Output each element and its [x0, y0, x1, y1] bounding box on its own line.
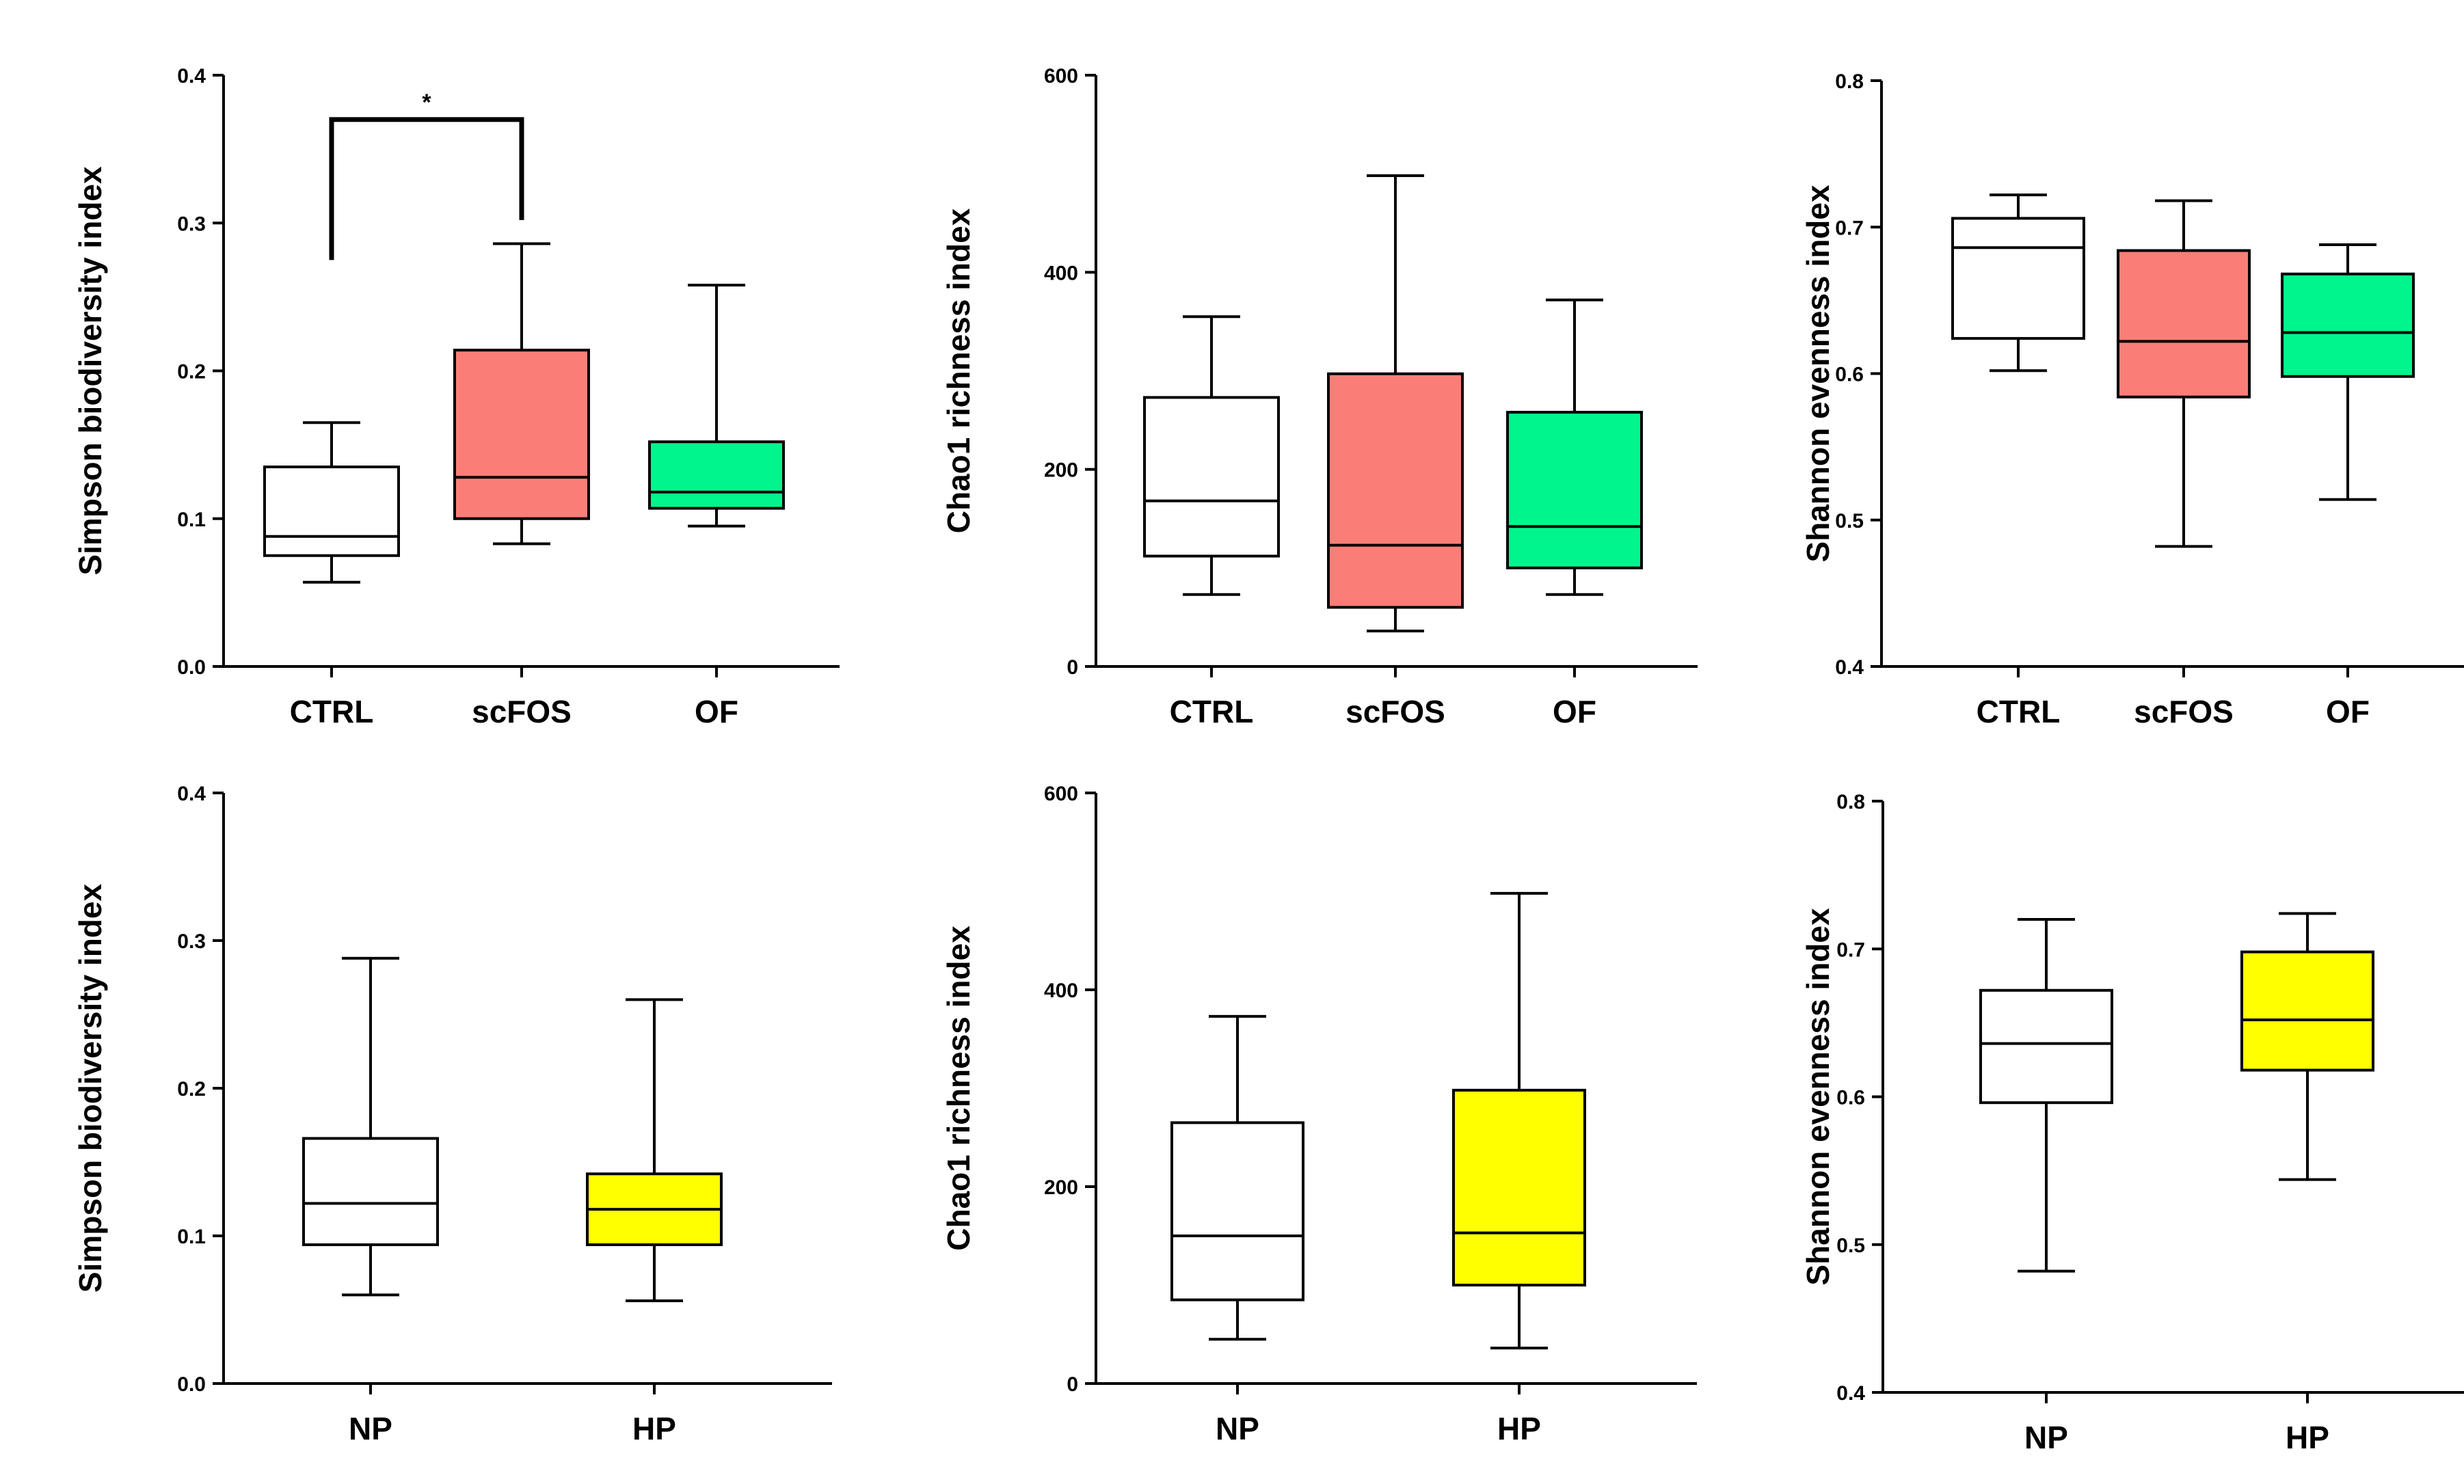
- y-axis-title: Chao1 richness index: [941, 208, 976, 533]
- bracket-line: [329, 117, 524, 260]
- iqr-box: [2281, 272, 2415, 378]
- box-scfos: scFOS: [1327, 174, 1464, 729]
- box-np: NP: [1170, 1014, 1304, 1446]
- y-axis-title: Chao1 richness index: [941, 926, 976, 1251]
- y-tick-label: 200: [1044, 459, 1078, 482]
- box-ctrl: CTRL: [1143, 315, 1280, 729]
- iqr-box: [1452, 1088, 1586, 1286]
- x-tick-label: OF: [1553, 694, 1596, 729]
- iqr-box: [1979, 988, 2113, 1105]
- iqr-box: [2117, 249, 2251, 399]
- y-tick-label: 0.0: [177, 1373, 206, 1396]
- y-tick-label: 0.7: [1836, 939, 1865, 961]
- x-tick-label: scFOS: [472, 694, 572, 729]
- y-tick-label: 0.3: [177, 213, 206, 235]
- iqr-box: [263, 466, 400, 557]
- y-tick-label: 0.8: [1836, 791, 1865, 813]
- iqr-box: [302, 1137, 439, 1246]
- y-tick-label: 0.5: [1835, 510, 1864, 532]
- y-tick-label: 0.1: [177, 509, 206, 531]
- y-tick-label: 0.8: [1835, 70, 1864, 93]
- chart-panel-3: 0.4 0.5 0.6 0.7 0.8 Shannon evenness index CTR…: [1800, 70, 2464, 729]
- y-tick-label: 0: [1067, 1373, 1078, 1396]
- y-tick-label: 600: [1044, 65, 1078, 87]
- box-hp: HP: [2240, 912, 2374, 1455]
- chart-panel-4: 0.0 0.1 0.2 0.3 0.4 Simpson biodiversity inde…: [72, 783, 832, 1446]
- y-axis-title: Simpson biodiversity index: [72, 884, 108, 1293]
- y-tick-label: 0: [1067, 656, 1078, 679]
- significance-star: *: [422, 90, 431, 116]
- x-tick-label: scFOS: [1345, 694, 1445, 729]
- x-tick-label: scFOS: [2134, 694, 2234, 729]
- y-tick-label: 0.2: [177, 361, 206, 383]
- box-scfos: scFOS: [2117, 199, 2251, 729]
- box-hp: HP: [1452, 891, 1586, 1446]
- iqr-box: [1170, 1121, 1304, 1301]
- x-tick-label: CTRL: [1977, 694, 2061, 729]
- iqr-box: [1506, 411, 1643, 569]
- y-tick-label: 0.3: [177, 930, 206, 953]
- y-axis-title: Shannon evenness index: [1800, 908, 1836, 1286]
- y-tick-label: 400: [1044, 980, 1078, 1002]
- y-axis-title: Simpson biodiversity index: [72, 166, 108, 576]
- chart-panel-6: 0.4 0.5 0.6 0.7 0.8 Shannon evenness index NP H…: [1800, 791, 2464, 1455]
- y-tick-label: 0.2: [177, 1078, 206, 1101]
- box-of: OF: [1506, 298, 1643, 729]
- iqr-box: [1951, 217, 2085, 340]
- x-tick-label: NP: [1216, 1411, 1259, 1446]
- y-tick-label: 0.4: [177, 65, 206, 87]
- iqr-box: [648, 440, 785, 510]
- y-tick-label: 0.4: [177, 783, 206, 805]
- y-tick-label: 600: [1044, 783, 1078, 805]
- y-tick-label: 0.6: [1836, 1087, 1865, 1109]
- x-tick-label: HP: [632, 1411, 676, 1446]
- y-tick-label: 0.7: [1835, 217, 1864, 239]
- y-axis-title: Shannon evenness index: [1800, 185, 1836, 563]
- box-of: OF: [2281, 243, 2415, 729]
- x-tick-label: CTRL: [1170, 694, 1254, 729]
- y-tick-label: 0.6: [1835, 364, 1864, 386]
- x-tick-label: CTRL: [290, 694, 374, 729]
- iqr-box: [1327, 372, 1464, 609]
- y-tick-label: 400: [1044, 262, 1078, 284]
- iqr-box: [453, 349, 590, 520]
- y-tick-label: 200: [1044, 1176, 1078, 1199]
- y-tick-label: 0.4: [1836, 1382, 1865, 1405]
- box-ctrl: CTRL: [263, 421, 400, 729]
- iqr-box: [1143, 396, 1280, 558]
- iqr-box: [2240, 950, 2374, 1072]
- box-np: NP: [302, 956, 439, 1446]
- y-tick-label: 0.4: [1835, 656, 1864, 679]
- box-scfos: scFOS: [453, 242, 590, 729]
- box-ctrl: CTRL: [1951, 193, 2085, 729]
- x-tick-label: NP: [349, 1411, 392, 1446]
- y-tick-label: 0.5: [1836, 1235, 1865, 1257]
- chart-panel-2: 0 200 400 600 Chao1 richness index CTRL scFOS O…: [941, 65, 1698, 729]
- significance-bracket: *: [329, 90, 524, 260]
- x-tick-label: OF: [2326, 694, 2370, 729]
- x-tick-label: HP: [2286, 1420, 2329, 1455]
- chart-panel-1: 0.0 0.1 0.2 0.3 0.4 Simpson biodiversity inde…: [72, 65, 840, 729]
- box-of: OF: [648, 284, 785, 729]
- x-tick-label: HP: [1497, 1411, 1541, 1446]
- y-tick-label: 0.1: [177, 1226, 206, 1248]
- chart-panel-5: 0 200 400 600 Chao1 richness index NP HP: [941, 783, 1697, 1446]
- y-tick-label: 0.0: [177, 656, 206, 679]
- box-np: NP: [1979, 918, 2113, 1455]
- x-tick-label: OF: [695, 694, 738, 729]
- box-hp: HP: [586, 998, 723, 1446]
- x-tick-label: NP: [2024, 1420, 2068, 1455]
